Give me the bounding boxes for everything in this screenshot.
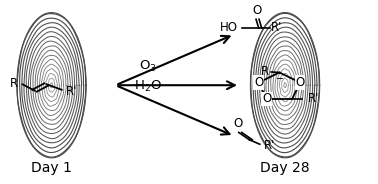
Text: O: O — [296, 76, 305, 89]
Text: O: O — [253, 4, 262, 17]
Text: O: O — [254, 76, 263, 89]
Text: R: R — [261, 65, 269, 78]
Text: O$_3$: O$_3$ — [139, 59, 156, 74]
Text: Day 28: Day 28 — [260, 161, 310, 175]
Text: HO: HO — [220, 21, 238, 34]
Text: R': R' — [271, 22, 282, 34]
Text: H$_2$O: H$_2$O — [133, 79, 162, 94]
Text: R': R' — [65, 85, 77, 98]
Text: R: R — [9, 77, 18, 90]
Text: ─: ─ — [276, 74, 282, 84]
Text: O: O — [262, 92, 271, 105]
Text: Day 1: Day 1 — [31, 161, 72, 175]
Text: R': R' — [308, 92, 319, 105]
Text: O: O — [233, 117, 243, 130]
Text: R': R' — [264, 139, 276, 152]
